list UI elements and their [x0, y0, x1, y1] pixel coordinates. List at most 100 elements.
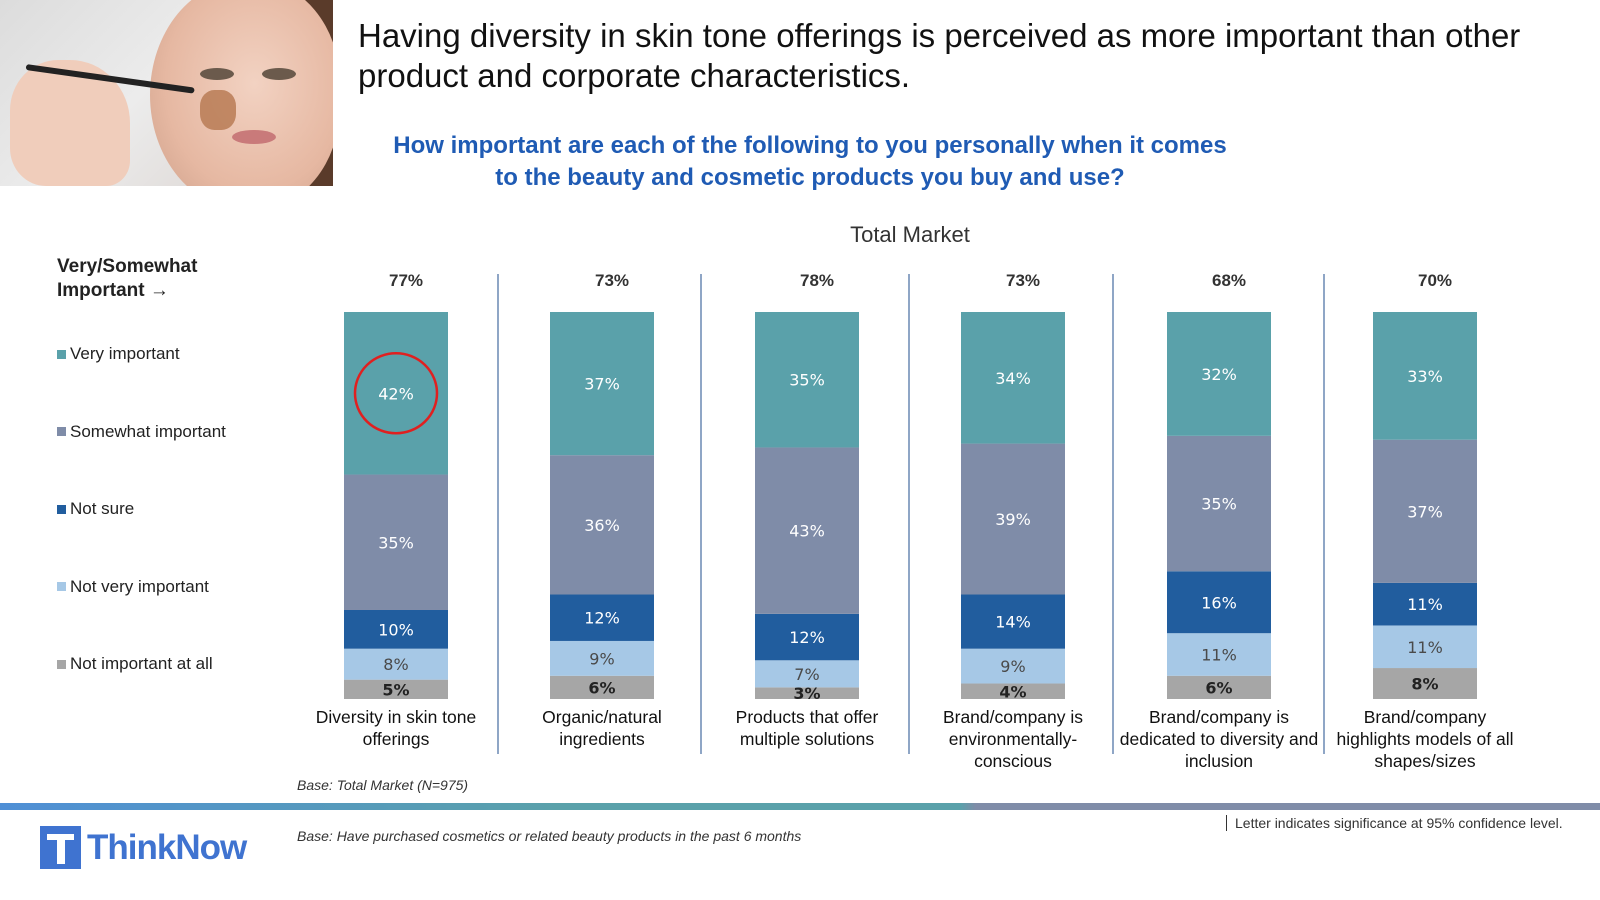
thinknow-logo-icon — [40, 826, 81, 869]
bar-value-label: 37% — [1407, 502, 1443, 521]
bar-value-label: 34% — [995, 369, 1031, 388]
face-shape — [150, 0, 333, 186]
legend-swatch — [57, 504, 66, 514]
bar-segment — [344, 312, 448, 475]
bar-value-label: 8% — [383, 655, 408, 674]
left-eye-shape — [200, 68, 234, 80]
legend-swatch — [57, 427, 66, 436]
category-label: Organic/natural ingredients — [542, 707, 662, 749]
bar-value-label: 12% — [584, 609, 620, 628]
slide-headline: Having diversity in skin tone offerings … — [358, 17, 1521, 94]
bar-segment — [961, 443, 1065, 595]
bar-segment — [344, 474, 448, 610]
bar-value-label: 5% — [382, 680, 409, 699]
bar-value-label: 4% — [999, 682, 1026, 701]
legend-title: Very/Somewhat Important → — [57, 255, 197, 303]
bar-segment — [1167, 633, 1271, 676]
legend-title-line: Important → — [57, 280, 169, 301]
bar-value-label: 42% — [378, 384, 414, 403]
bar-segment — [961, 683, 1065, 699]
bar-segment — [755, 660, 859, 688]
base-note-purchasers: Base: Have purchased cosmetics or relate… — [297, 828, 802, 844]
bar-segment — [344, 609, 448, 649]
bar-segment — [961, 594, 1065, 649]
bar-value-label: 36% — [584, 516, 620, 535]
legend-label: Very important — [70, 344, 180, 363]
right-eye-shape — [262, 68, 296, 80]
bar-value-label: 35% — [789, 371, 825, 390]
bar-segment — [344, 648, 448, 680]
legend-swatch — [57, 659, 66, 669]
bar-value-label: 16% — [1201, 593, 1237, 612]
total-important-label: 73% — [595, 271, 629, 290]
chart-title: Total Market — [850, 222, 970, 247]
bar-value-label: 32% — [1201, 365, 1237, 384]
significance-note: Letter indicates significance at 95% con… — [1226, 815, 1563, 831]
bar-segment — [1373, 312, 1477, 440]
foundation-swatch — [200, 90, 236, 130]
legend-label: Somewhat important — [70, 421, 226, 441]
bar-value-label: 12% — [789, 628, 825, 647]
bar-value-label: 9% — [589, 649, 614, 668]
bar-value-label: 11% — [1201, 645, 1237, 664]
bar-segment — [1167, 571, 1271, 634]
category-label: Brand/company is environmentally-conscio… — [942, 707, 1084, 771]
legend-swatch — [57, 349, 66, 359]
bar-value-label: 35% — [378, 533, 414, 552]
base-note-total: Base: Total Market (N=975) — [297, 777, 469, 793]
bar-segment — [961, 648, 1065, 684]
category-label: Diversity in skin tone offerings — [315, 707, 477, 749]
bar-segment — [550, 455, 654, 595]
bar-segment — [550, 312, 654, 456]
bar-value-label: 7% — [794, 665, 819, 684]
bar-segment — [755, 687, 859, 699]
category-label: Brand/company is dedicated to diversity … — [1119, 707, 1319, 771]
bar-value-label: 6% — [1205, 678, 1232, 697]
total-important-label: 68% — [1212, 271, 1246, 290]
bar-value-label: 11% — [1407, 595, 1443, 614]
bar-segment — [550, 675, 654, 699]
thinknow-logo: ThinkNow — [40, 826, 247, 869]
bar-value-label: 3% — [793, 684, 820, 703]
lips-shape — [232, 130, 276, 144]
legend-item: Not sure — [57, 499, 134, 519]
bar-segment — [1373, 625, 1477, 669]
bar-segment — [550, 594, 654, 641]
bar-value-label: 43% — [789, 522, 825, 541]
category-label: Products that offer multiple solutions — [735, 707, 879, 749]
bar-segment — [1167, 312, 1271, 436]
bar-value-label: 37% — [584, 375, 620, 394]
bar-segment — [1373, 668, 1477, 699]
bar-value-label: 6% — [588, 678, 615, 697]
bar-value-label: 33% — [1407, 367, 1443, 386]
bar-segment — [961, 312, 1065, 444]
bar-value-label: 10% — [378, 620, 414, 639]
legend-item: Somewhat important — [57, 422, 226, 442]
bar-segment — [1373, 439, 1477, 583]
legend-item: Not important at all — [57, 654, 213, 674]
legend-item: Very important — [57, 344, 180, 364]
legend-item: Not very important — [57, 577, 209, 597]
bar-value-label: 11% — [1407, 638, 1443, 657]
bar-value-label: 35% — [1201, 495, 1237, 514]
highlight-circle — [353, 352, 439, 435]
bar-value-label: 14% — [995, 613, 1031, 632]
legend-label: Not important at all — [70, 654, 213, 673]
bar-value-label: 39% — [995, 510, 1031, 529]
bar-segment — [550, 640, 654, 676]
makeup-model-photo — [0, 0, 333, 186]
bar-segment — [755, 447, 859, 614]
footer-color-strip — [0, 803, 1600, 810]
survey-question: How important are each of the following … — [393, 132, 1227, 191]
bar-value-label: 8% — [1411, 675, 1438, 694]
legend-title-line: Very/Somewhat — [57, 256, 198, 277]
bar-segment — [344, 679, 448, 699]
legend-swatch — [57, 582, 66, 591]
legend-label: Not sure — [70, 499, 135, 518]
legend-label: Not very important — [70, 576, 209, 596]
bar-value-label: 9% — [1000, 657, 1025, 676]
bar-segment — [1373, 582, 1477, 626]
bar-segment — [1167, 435, 1271, 572]
bar-segment — [755, 613, 859, 661]
